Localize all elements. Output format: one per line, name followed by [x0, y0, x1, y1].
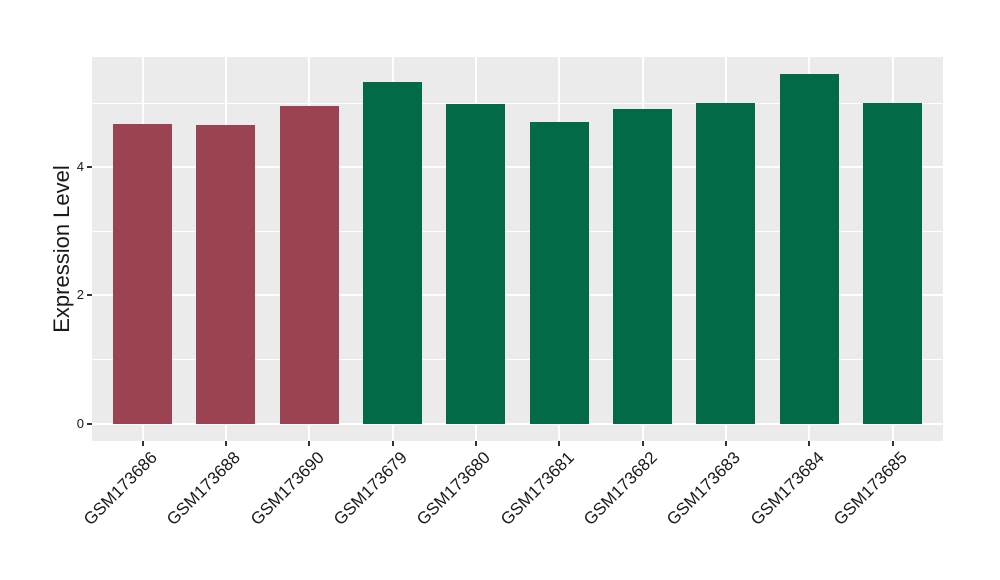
minor-gridline — [92, 230, 943, 232]
x-tick-mark — [724, 441, 727, 446]
x-tick-mark — [141, 441, 144, 446]
y-tick-label: 0 — [76, 415, 84, 431]
x-tick-mark — [641, 441, 644, 446]
bar-GSM173681 — [529, 122, 589, 424]
bar-GSM173688 — [196, 125, 256, 424]
x-tick-label: GSM173679 — [330, 448, 411, 529]
x-tick-mark — [391, 441, 394, 446]
minor-gridline — [92, 358, 943, 360]
bar-GSM173679 — [362, 82, 423, 424]
y-tick-label: 2 — [76, 287, 84, 303]
x-tick-label: GSM173682 — [580, 448, 661, 529]
major-gridline — [92, 166, 943, 169]
x-tick-label: GSM173680 — [413, 448, 495, 529]
bar-GSM173690 — [279, 106, 339, 424]
x-tick-label: GSM173681 — [496, 448, 578, 529]
major-gridline — [92, 422, 943, 425]
x-tick-mark — [308, 441, 311, 446]
minor-gridline — [92, 102, 943, 104]
plot-panel — [92, 57, 943, 441]
y-axis-title: Expression Level — [49, 165, 74, 333]
x-tick-label: GSM173685 — [830, 448, 911, 529]
x-tick-mark — [224, 441, 227, 446]
x-tick-label: GSM173686 — [80, 448, 161, 529]
x-tick-mark — [891, 441, 894, 446]
bar-GSM173684 — [779, 74, 839, 424]
x-tick-label: GSM173683 — [663, 448, 745, 529]
y-tick-label: 4 — [76, 159, 84, 175]
x-tick-label: GSM173684 — [746, 448, 828, 529]
major-gridline — [92, 294, 943, 297]
x-tick-label: GSM173688 — [163, 448, 245, 529]
bar-GSM173686 — [112, 123, 173, 424]
bar-GSM173685 — [862, 103, 923, 424]
bar-GSM173682 — [612, 109, 673, 424]
y-tick-mark — [87, 422, 92, 425]
x-tick-mark — [474, 441, 477, 446]
x-tick-mark — [558, 441, 561, 446]
y-tick-mark — [87, 166, 92, 169]
y-tick-mark — [87, 294, 92, 297]
x-tick-label: GSM173690 — [246, 448, 328, 529]
bar-GSM173683 — [696, 102, 756, 424]
x-tick-mark — [808, 441, 811, 446]
bar-GSM173680 — [446, 103, 506, 424]
